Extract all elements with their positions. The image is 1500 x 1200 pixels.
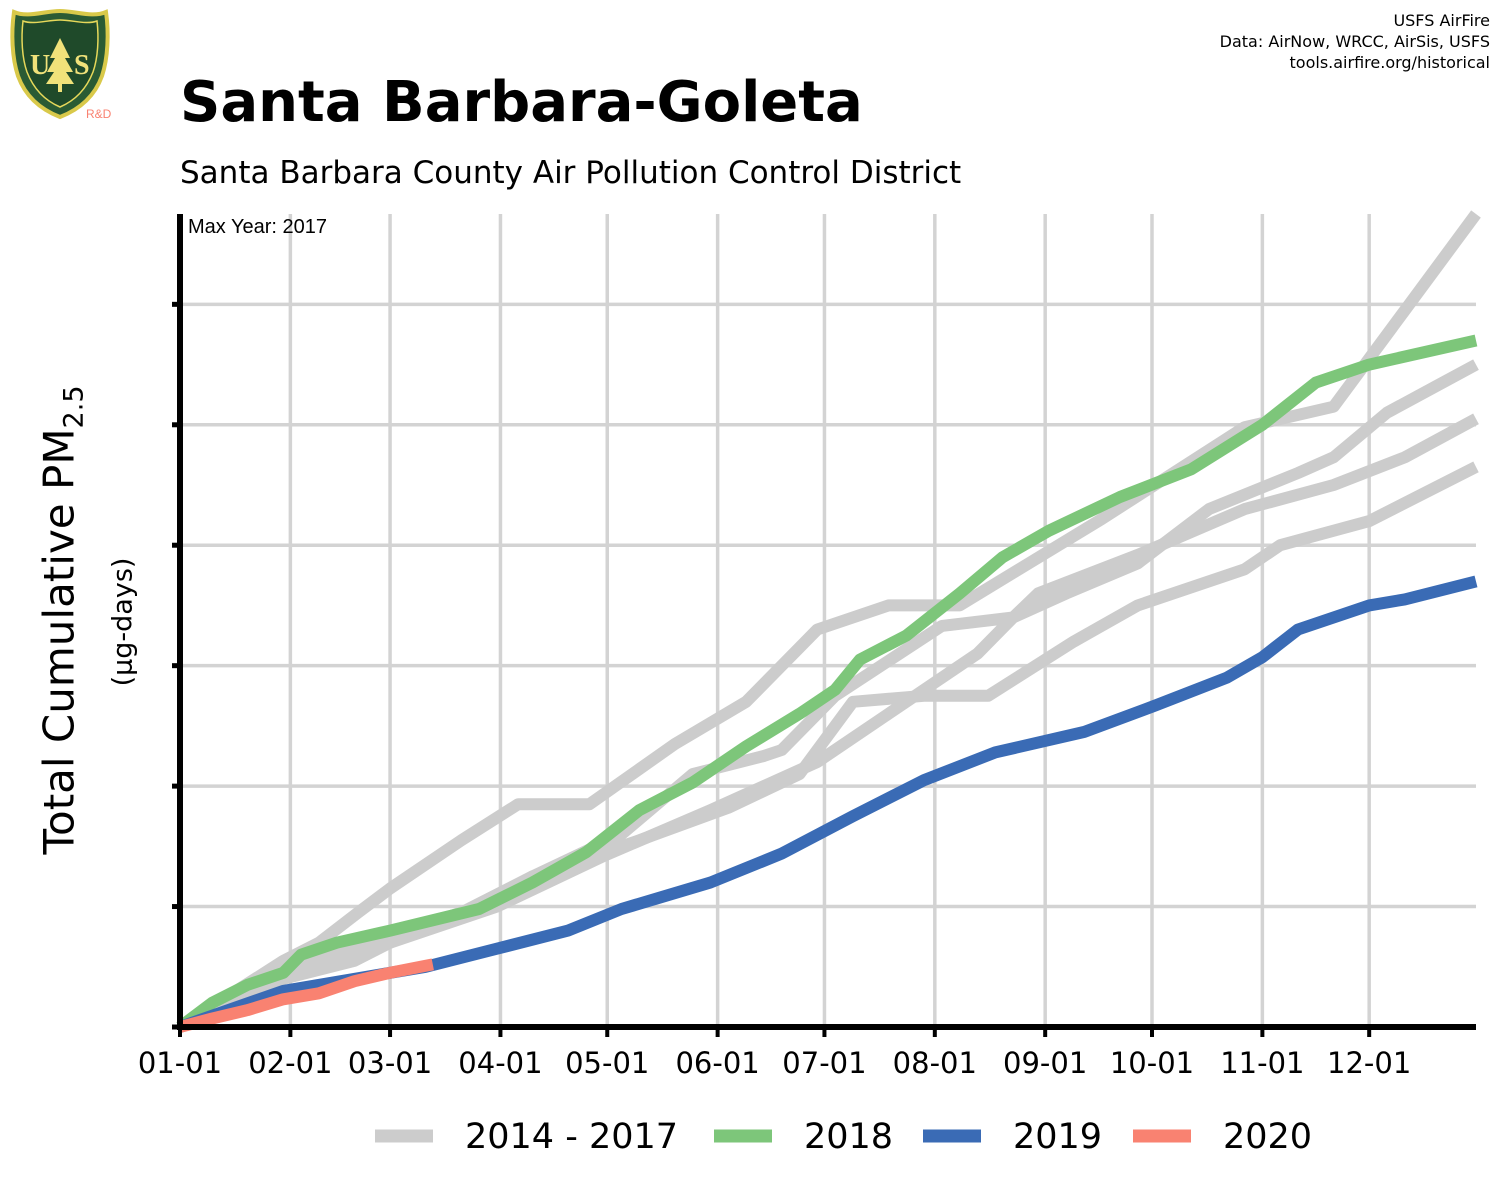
- legend: 2014 - 2017 2018 2019 2020: [375, 1117, 1312, 1157]
- credit-line: USFS AirFire: [1393, 11, 1490, 30]
- chart-subtitle: Santa Barbara County Air Pollution Contr…: [180, 155, 962, 191]
- legend-label: 2018: [804, 1117, 893, 1157]
- x-tick-label: 05-01: [565, 1046, 649, 1080]
- series-line-2014-2017: [176, 461, 1479, 1033]
- svg-text:U: U: [30, 50, 50, 81]
- x-tick-label: 10-01: [1110, 1046, 1194, 1080]
- legend-label: 2014 - 2017: [465, 1117, 678, 1157]
- legend-label: 2020: [1223, 1117, 1312, 1157]
- x-tick-label: 11-01: [1220, 1046, 1304, 1080]
- svg-text:S: S: [74, 50, 90, 81]
- x-tick-label: 08-01: [893, 1046, 977, 1080]
- usfs-shield-icon: U S R&D: [10, 8, 112, 120]
- legend-label: 2019: [1013, 1117, 1102, 1157]
- credit-line: Data: AirNow, WRCC, AirSis, USFS: [1219, 32, 1490, 51]
- series-line-2020: [178, 958, 434, 1033]
- x-tick-label: 04-01: [458, 1046, 542, 1080]
- x-tick-label: 12-01: [1327, 1046, 1411, 1080]
- x-tick-label: 02-01: [248, 1046, 332, 1080]
- x-tick-label: 03-01: [348, 1046, 432, 1080]
- x-tick-label: 06-01: [675, 1046, 759, 1080]
- svg-text:R&D: R&D: [86, 107, 112, 120]
- max-year-annotation: Max Year: 2017: [188, 216, 327, 238]
- series-line-2018: [176, 334, 1478, 1032]
- x-tick-label: 09-01: [1003, 1046, 1087, 1080]
- series-line-2019: [178, 575, 1478, 1033]
- series-lines: [176, 210, 1481, 1033]
- chart-title: Santa Barbara-Goleta: [180, 70, 863, 135]
- credit-line: tools.airfire.org/historical: [1289, 53, 1490, 72]
- x-tick-label: 07-01: [782, 1046, 866, 1080]
- x-tick-label: 01-01: [138, 1046, 222, 1080]
- axes: 01-01 02-01 03-01 04-01 05-01 06-01 07-01 08-01…: [138, 214, 1476, 1080]
- credits: USFS AirFire Data: AirNow, WRCC, AirSis,…: [1220, 10, 1490, 73]
